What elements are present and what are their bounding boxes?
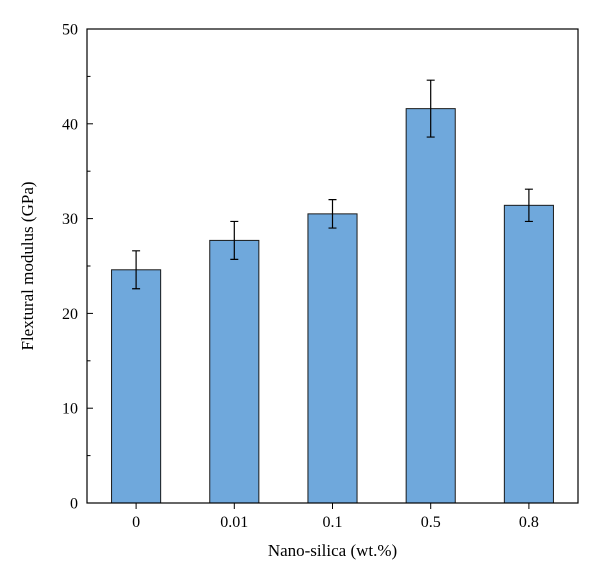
bar-0.8: [503, 204, 554, 504]
y-tick-label: 0: [70, 496, 78, 513]
x-axis-title: Nano-silica (wt.%): [268, 541, 397, 560]
bars-group: [111, 108, 554, 504]
error-bar-0.8: [524, 188, 533, 223]
y-tick-label: 10: [62, 401, 78, 418]
error-bar-0: [132, 250, 141, 290]
x-tick-label: 0.1: [323, 514, 343, 531]
error-bar-0.5: [426, 79, 435, 138]
y-tick-label: 30: [62, 211, 78, 228]
bar-0.01: [209, 239, 260, 504]
bar-0: [111, 269, 162, 504]
bar-0.1: [307, 213, 358, 504]
y-axis: 0 10 20 30 40 50: [62, 22, 93, 513]
x-tick-label: 0.8: [519, 514, 539, 531]
y-tick-label: 20: [62, 306, 78, 323]
error-bars-group: [132, 79, 533, 290]
y-tick-label: 50: [62, 22, 78, 39]
x-tick-label: 0.5: [421, 514, 441, 531]
x-tick-label: 0: [132, 514, 140, 531]
error-bar-0.01: [230, 220, 239, 260]
y-tick-label: 40: [62, 116, 78, 133]
error-bar-0.1: [328, 199, 337, 229]
x-tick-label: 0.01: [220, 514, 248, 531]
y-axis-title: Flextural modulus (GPa): [18, 181, 37, 350]
x-axis: 0 0.01 0.1 0.5 0.8: [132, 503, 539, 531]
bar-0.5: [405, 108, 456, 504]
